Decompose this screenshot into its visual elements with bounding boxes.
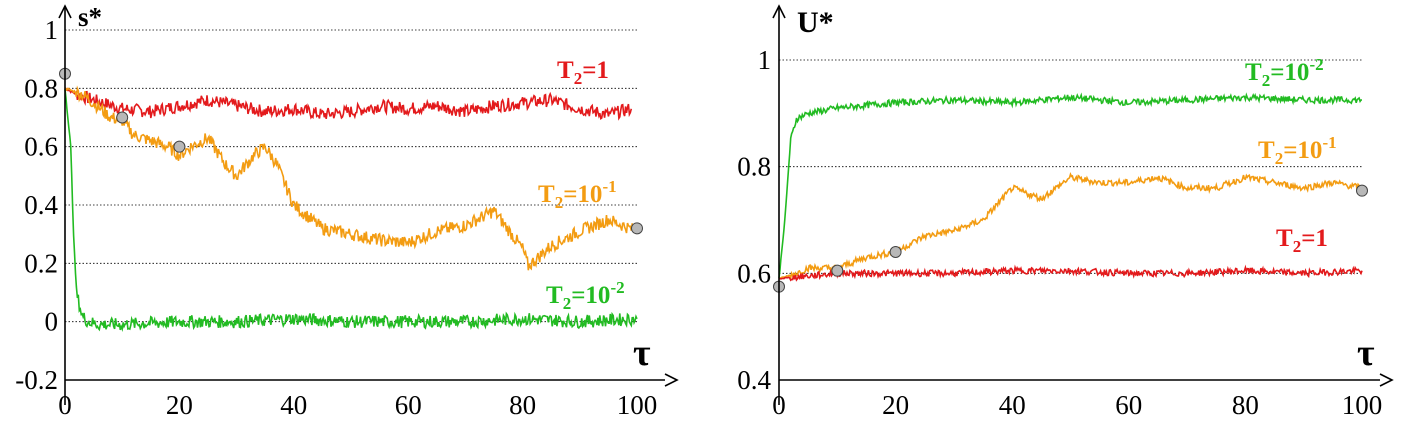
x-tick-label: 80 [1232, 390, 1259, 420]
data-marker [173, 140, 186, 153]
data-marker [831, 264, 844, 277]
legend-label-t2-1: T2=1 [557, 57, 609, 88]
series-line [64, 89, 638, 332]
x-tick-label: 60 [1115, 390, 1142, 420]
y-tick-label: 0.8 [737, 152, 771, 182]
x-tick-label: 100 [1342, 390, 1383, 420]
chart-right-u-star: 0.4 0.6 0.8 1 0 20 40 60 80 100 U* τ T2=10-2 T2=1… [737, 4, 1394, 420]
y-tick-label: 1 [45, 15, 59, 45]
data-marker [631, 222, 643, 235]
legend-label-t2-1: T2=1 [1276, 225, 1328, 256]
legend-label-t2-10-1: T2=10-1 [1258, 133, 1337, 168]
x-axis-arrow-icon [664, 373, 679, 387]
y-axis-arrow-icon [58, 4, 72, 19]
y-axis-arrow-icon [772, 4, 786, 19]
data-marker [1356, 184, 1368, 197]
y-tick-label: 0.2 [24, 248, 58, 278]
series-line [778, 264, 1363, 282]
y-tick-label: 0.8 [24, 73, 58, 103]
y-tick-label: 0.4 [24, 190, 58, 220]
x-axis-arrow-icon [1379, 373, 1394, 387]
x-tick-label: 80 [509, 390, 536, 420]
x-tick-label: 0 [772, 390, 786, 420]
x-tick-label: 0 [58, 390, 72, 420]
y-tick-label: 0.6 [24, 132, 58, 162]
legend-label-t2-10-2: T2=10-2 [546, 278, 625, 313]
x-axis-label: τ [1357, 332, 1375, 374]
y-axis-label: U* [797, 6, 834, 39]
series-line [64, 85, 638, 271]
y-tick-label: 0.6 [737, 258, 771, 288]
y-tick-label: 0.4 [737, 365, 771, 395]
legend-label-t2-10-1: T2=10-1 [538, 177, 617, 212]
x-tick-label: 60 [395, 390, 422, 420]
x-axis-label: τ [633, 332, 651, 374]
chart-left-s-star: -0.200.20.40.60.810 20 40 60 80 100 s* τ T2=1… [15, 2, 679, 420]
x-tick-label: 100 [617, 390, 658, 420]
data-marker [889, 246, 902, 258]
series-line [778, 172, 1363, 281]
y-tick-label: 1 [758, 45, 772, 75]
series-line [778, 92, 1362, 279]
x-tick-label: 20 [882, 390, 909, 420]
x-tick-label: 20 [166, 390, 193, 420]
y-axis-label: s* [78, 2, 102, 32]
legend-label-t2-10-2: T2=10-2 [1245, 55, 1324, 90]
x-tick-label: 40 [280, 390, 307, 420]
series-line [64, 87, 633, 121]
y-tick-label: 0 [45, 307, 59, 337]
x-tick-label: 40 [999, 390, 1026, 420]
y-tick-label: -0.2 [15, 365, 58, 395]
data-marker [116, 111, 129, 124]
